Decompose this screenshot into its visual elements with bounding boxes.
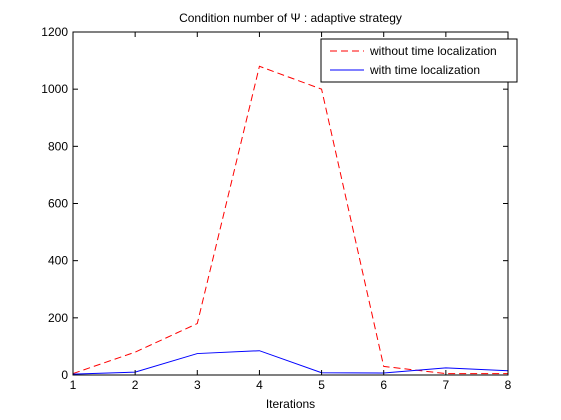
x-tick-label: 2 [132, 378, 139, 392]
y-tick-label: 1000 [41, 82, 68, 96]
y-tick-label: 400 [48, 254, 68, 268]
plot-area [72, 65, 509, 375]
series-line-2 [72, 350, 509, 375]
x-tick-label: 6 [380, 378, 387, 392]
y-tick-label: 800 [48, 139, 68, 153]
x-tick-label: 3 [194, 378, 201, 392]
x-tick-label: 4 [256, 378, 263, 392]
legend-box [320, 38, 518, 83]
y-tick-label: 600 [48, 197, 68, 211]
axis-ticks: 1 2 3 4 5 6 7 8 0 200 400 600 800 1000 1200 [41, 25, 511, 392]
y-tick-label: 200 [48, 311, 68, 325]
legend: without time localization with time local… [320, 38, 518, 83]
y-tick-label: 0 [61, 368, 68, 382]
x-tick-label: 7 [443, 378, 450, 392]
legend-label-2: with time localization [369, 63, 480, 77]
y-tick-label: 1200 [41, 25, 68, 39]
x-axis-label: Iterations [266, 397, 315, 411]
series-line-1 [72, 65, 508, 375]
x-tick-label: 1 [70, 378, 77, 392]
chart-title: Condition number of Ψ : adaptive strateg… [179, 11, 402, 25]
legend-label-1: without time localization [369, 44, 497, 58]
x-tick-label: 8 [505, 378, 512, 392]
x-tick-label: 5 [318, 378, 325, 392]
